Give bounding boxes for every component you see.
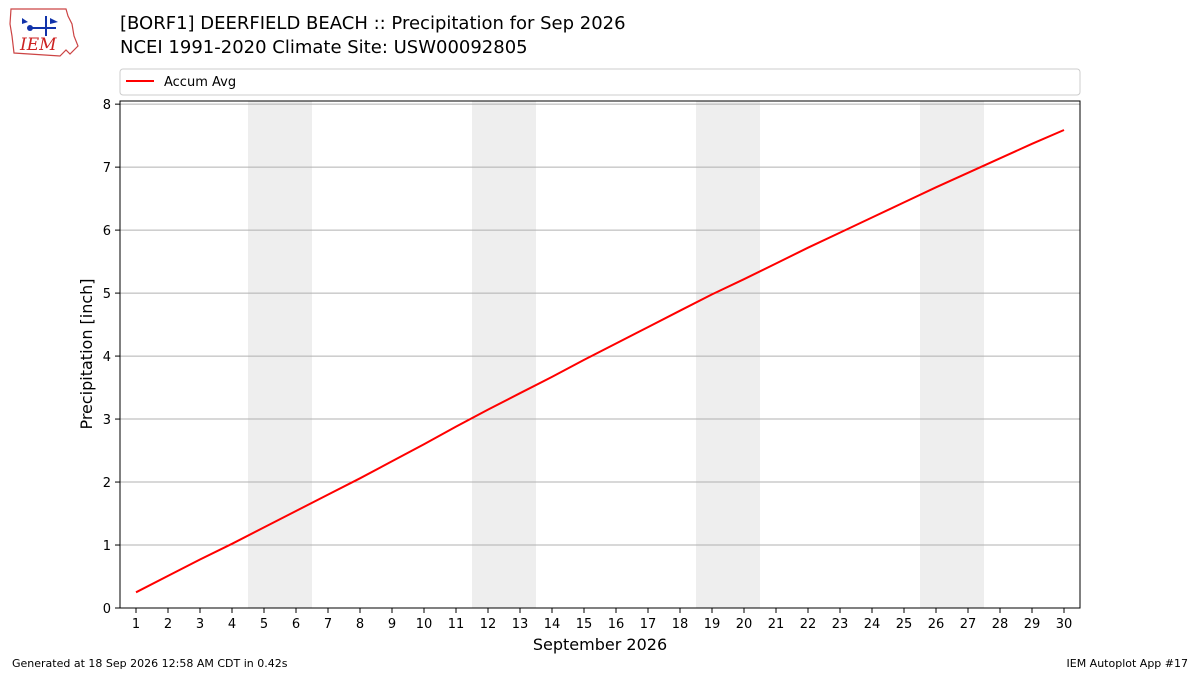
x-axis-label: September 2026 xyxy=(533,635,667,654)
x-tick-label-17: 17 xyxy=(640,617,657,632)
x-tick-label-23: 23 xyxy=(832,617,849,632)
x-tick-label-28: 28 xyxy=(992,617,1009,632)
y-tick-label-5: 5 xyxy=(103,287,111,302)
x-tick-label-3: 3 xyxy=(196,617,204,632)
x-tick-label-11: 11 xyxy=(448,617,465,632)
x-tick-label-20: 20 xyxy=(736,617,753,632)
x-tick-label-16: 16 xyxy=(608,617,625,632)
app-credit: IEM Autoplot App #17 xyxy=(1066,657,1189,670)
legend-box xyxy=(119,68,1081,96)
x-tick-label-4: 4 xyxy=(228,617,236,632)
x-tick-label-22: 22 xyxy=(800,617,817,632)
x-tick-label-26: 26 xyxy=(928,617,945,632)
x-tick-label-25: 25 xyxy=(896,617,913,632)
x-tick-label-18: 18 xyxy=(672,617,689,632)
y-tick-label-7: 7 xyxy=(103,161,111,176)
iem-logo-icon: IEM xyxy=(9,8,79,57)
y-tick-label-4: 4 xyxy=(103,350,111,365)
chart-subtitle: NCEI 1991-2020 Climate Site: USW00092805 xyxy=(120,37,528,58)
x-tick-label-14: 14 xyxy=(544,617,561,632)
y-tick-label-6: 6 xyxy=(103,224,111,239)
plot-frame xyxy=(119,100,1081,609)
x-tick-label-29: 29 xyxy=(1024,617,1041,632)
y-axis-label: Precipitation [inch] xyxy=(77,278,96,429)
x-tick-label-19: 19 xyxy=(704,617,721,632)
generated-timestamp: Generated at 18 Sep 2026 12:58 AM CDT in… xyxy=(12,657,288,670)
x-tick-label-15: 15 xyxy=(576,617,593,632)
x-tick-label-27: 27 xyxy=(960,617,977,632)
y-tick-label-1: 1 xyxy=(103,539,111,554)
logo-text: IEM xyxy=(19,35,57,55)
weekend-band-2 xyxy=(472,101,536,608)
x-tick-label-1: 1 xyxy=(132,617,140,632)
x-tick-label-12: 12 xyxy=(480,617,497,632)
x-tick-label-7: 7 xyxy=(324,617,332,632)
series-line-accum-avg xyxy=(135,129,1065,594)
x-tick-label-30: 30 xyxy=(1056,617,1073,632)
weekend-band-1 xyxy=(248,101,312,608)
weekend-band-4 xyxy=(920,101,984,608)
x-tick-label-21: 21 xyxy=(768,617,785,632)
x-tick-label-10: 10 xyxy=(416,617,433,632)
x-tick-label-13: 13 xyxy=(512,617,529,632)
y-tick-label-0: 0 xyxy=(103,602,111,617)
x-tick-label-24: 24 xyxy=(864,617,881,632)
weekend-band-3 xyxy=(696,101,760,608)
x-tick-label-8: 8 xyxy=(356,617,364,632)
x-tick-label-5: 5 xyxy=(260,617,268,632)
y-tick-label-3: 3 xyxy=(103,413,111,428)
y-tick-label-2: 2 xyxy=(103,476,111,491)
legend: Accum Avg xyxy=(119,68,1081,96)
y-tick-label-8: 8 xyxy=(103,98,111,113)
x-tick-label-2: 2 xyxy=(164,617,172,632)
legend-label-accum-avg: Accum Avg xyxy=(164,75,236,90)
x-tick-label-9: 9 xyxy=(388,617,396,632)
chart-title: [BORF1] DEERFIELD BEACH :: Precipitation… xyxy=(120,13,626,34)
x-tick-label-6: 6 xyxy=(292,617,300,632)
